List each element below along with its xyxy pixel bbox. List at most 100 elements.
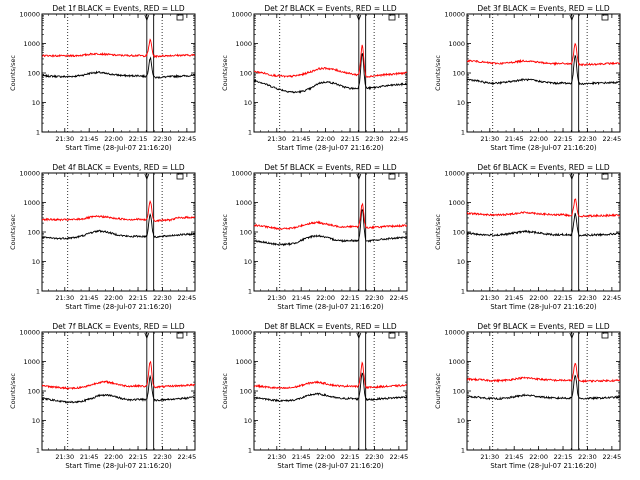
y-tick-label: 1000 xyxy=(448,199,465,207)
corner-marker-box xyxy=(388,14,396,21)
chart-panel-4: Det 4f BLACK = Events, RED = LLD 1 10 100 10… xyxy=(9,163,196,311)
x-tick-label: 22:15 xyxy=(129,135,148,143)
panel-title: Det 1f BLACK = Events, RED = LLD xyxy=(52,4,185,13)
y-tick-label: 100 xyxy=(240,388,252,396)
events-series-line xyxy=(254,372,407,403)
y-tick-label: 10000 xyxy=(444,11,465,19)
events-series-line xyxy=(254,208,407,247)
x-tick-label: 21:30 xyxy=(267,453,286,461)
x-tick-label: 21:45 xyxy=(505,453,524,461)
lld-series-line xyxy=(42,38,195,59)
x-tick-label: 22:45 xyxy=(389,294,408,302)
panel-title: Det 4f BLACK = Events, RED = LLD xyxy=(52,163,185,172)
plot-frame xyxy=(41,172,196,292)
y-tick-label: 10 xyxy=(457,258,465,266)
y-tick-label: 10 xyxy=(244,258,252,266)
lld-series-line xyxy=(42,360,195,391)
lld-series-line xyxy=(42,199,195,223)
y-tick-label: 1 xyxy=(461,447,465,455)
y-tick-label: 1000 xyxy=(235,358,252,366)
y-tick-label: 100 xyxy=(28,229,40,237)
flare-start-marker xyxy=(356,332,362,340)
y-tick-label: 10000 xyxy=(444,329,465,337)
x-tick-label: 21:30 xyxy=(480,294,499,302)
y-tick-label: 100 xyxy=(453,388,465,396)
y-tick-label: 1000 xyxy=(235,40,252,48)
panel-title: Det 9f BLACK = Events, RED = LLD xyxy=(477,322,610,331)
x-tick-label: 22:45 xyxy=(177,135,196,143)
x-tick-label: 22:00 xyxy=(529,453,548,461)
x-tick-label: 21:30 xyxy=(480,453,499,461)
x-tick-label: 22:30 xyxy=(153,294,172,302)
chart-panel-7: Det 7f BLACK = Events, RED = LLD 1 10 100 10… xyxy=(9,322,196,470)
x-tick-label: 21:45 xyxy=(505,294,524,302)
lld-series-line xyxy=(254,202,407,231)
y-tick-label: 10000 xyxy=(19,170,40,178)
y-tick-label: 1000 xyxy=(448,358,465,366)
x-tick-label: 22:30 xyxy=(578,294,597,302)
corner-marker-box xyxy=(176,14,184,21)
x-tick-label: 21:45 xyxy=(80,453,99,461)
y-tick-label: 1000 xyxy=(235,199,252,207)
chart-panel-3: Det 3f BLACK = Events, RED = LLD 1 10 100 10… xyxy=(434,4,621,152)
x-tick-label: 21:30 xyxy=(55,453,74,461)
x-tick-label: 22:00 xyxy=(316,453,335,461)
y-axis-label: Counts/sec xyxy=(9,55,17,91)
plot-frame xyxy=(253,13,408,133)
x-tick-label: 22:45 xyxy=(389,453,408,461)
x-tick-label: 21:45 xyxy=(80,294,99,302)
y-axis-label: Counts/sec xyxy=(221,373,229,409)
plot-frame xyxy=(253,172,408,292)
plot-frame xyxy=(466,13,621,133)
flare-start-marker xyxy=(144,332,150,340)
y-tick-label: 10 xyxy=(457,99,465,107)
x-tick-label: 22:15 xyxy=(554,453,573,461)
x-tick-label: 22:00 xyxy=(316,294,335,302)
y-axis-label: Counts/sec xyxy=(9,214,17,250)
y-tick-label: 10000 xyxy=(231,11,252,19)
x-tick-label: 21:45 xyxy=(292,135,311,143)
y-tick-label: 100 xyxy=(240,229,252,237)
x-tick-label: 22:30 xyxy=(365,135,384,143)
flare-start-marker xyxy=(144,14,150,22)
x-tick-label: 22:45 xyxy=(177,453,196,461)
x-tick-label: 21:45 xyxy=(292,453,311,461)
x-tick-label: 21:30 xyxy=(55,294,74,302)
corner-marker-box xyxy=(176,173,184,180)
x-tick-label: 21:30 xyxy=(55,135,74,143)
corner-marker-box xyxy=(388,173,396,180)
x-tick-label: 21:45 xyxy=(505,135,524,143)
panel-title: Det 6f BLACK = Events, RED = LLD xyxy=(477,163,610,172)
y-axis-label: Counts/sec xyxy=(9,373,17,409)
lld-series-line xyxy=(254,44,407,79)
x-tick-label: 21:45 xyxy=(292,294,311,302)
x-tick-label: 22:15 xyxy=(554,135,573,143)
lld-series-line xyxy=(467,42,620,67)
x-tick-label: 22:15 xyxy=(341,294,360,302)
y-tick-label: 100 xyxy=(453,229,465,237)
x-tick-label: 21:45 xyxy=(80,135,99,143)
x-tick-label: 22:00 xyxy=(104,453,123,461)
x-tick-label: 22:00 xyxy=(104,135,123,143)
x-axis-label: Start Time (28-Jul-07 21:16:20) xyxy=(277,144,384,152)
flare-start-marker xyxy=(144,173,150,181)
x-tick-label: 22:45 xyxy=(177,294,196,302)
x-tick-label: 22:45 xyxy=(602,135,621,143)
y-tick-label: 1 xyxy=(36,129,40,137)
chart-panel-6: Det 6f BLACK = Events, RED = LLD 1 10 100 10… xyxy=(434,163,621,311)
y-tick-label: 10 xyxy=(32,99,40,107)
x-tick-label: 22:15 xyxy=(554,294,573,302)
events-series-line xyxy=(42,56,195,79)
x-tick-label: 22:00 xyxy=(529,135,548,143)
y-tick-label: 1 xyxy=(461,288,465,296)
plot-frame xyxy=(41,331,196,451)
x-tick-label: 22:15 xyxy=(341,453,360,461)
y-tick-label: 1000 xyxy=(448,40,465,48)
events-series-line xyxy=(42,374,195,404)
corner-marker-box xyxy=(601,14,609,21)
plot-frame xyxy=(466,172,621,292)
chart-panel-5: Det 5f BLACK = Events, RED = LLD 1 10 100 10… xyxy=(221,163,408,311)
panel-title: Det 5f BLACK = Events, RED = LLD xyxy=(264,163,397,172)
events-series-line xyxy=(467,374,620,401)
